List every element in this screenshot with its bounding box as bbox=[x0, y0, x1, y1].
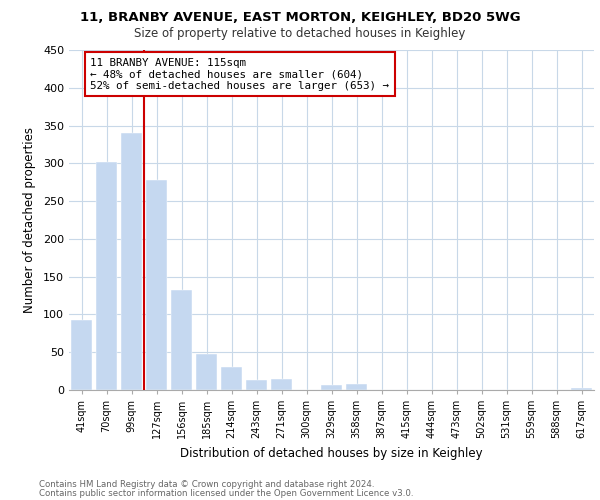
Bar bbox=[71, 320, 92, 390]
Text: 11 BRANBY AVENUE: 115sqm
← 48% of detached houses are smaller (604)
52% of semi-: 11 BRANBY AVENUE: 115sqm ← 48% of detach… bbox=[90, 58, 389, 91]
Bar bbox=[96, 162, 117, 390]
Bar bbox=[246, 380, 267, 390]
Bar bbox=[121, 133, 142, 390]
Y-axis label: Number of detached properties: Number of detached properties bbox=[23, 127, 36, 313]
Text: Contains public sector information licensed under the Open Government Licence v3: Contains public sector information licen… bbox=[39, 488, 413, 498]
Bar bbox=[146, 180, 167, 390]
Bar bbox=[271, 380, 292, 390]
Text: 11, BRANBY AVENUE, EAST MORTON, KEIGHLEY, BD20 5WG: 11, BRANBY AVENUE, EAST MORTON, KEIGHLEY… bbox=[80, 11, 520, 24]
Bar bbox=[571, 388, 592, 390]
Bar bbox=[196, 354, 217, 390]
Bar bbox=[346, 384, 367, 390]
X-axis label: Distribution of detached houses by size in Keighley: Distribution of detached houses by size … bbox=[180, 446, 483, 460]
Bar bbox=[221, 366, 242, 390]
Text: Contains HM Land Registry data © Crown copyright and database right 2024.: Contains HM Land Registry data © Crown c… bbox=[39, 480, 374, 489]
Bar bbox=[321, 386, 342, 390]
Text: Size of property relative to detached houses in Keighley: Size of property relative to detached ho… bbox=[134, 28, 466, 40]
Bar bbox=[171, 290, 192, 390]
